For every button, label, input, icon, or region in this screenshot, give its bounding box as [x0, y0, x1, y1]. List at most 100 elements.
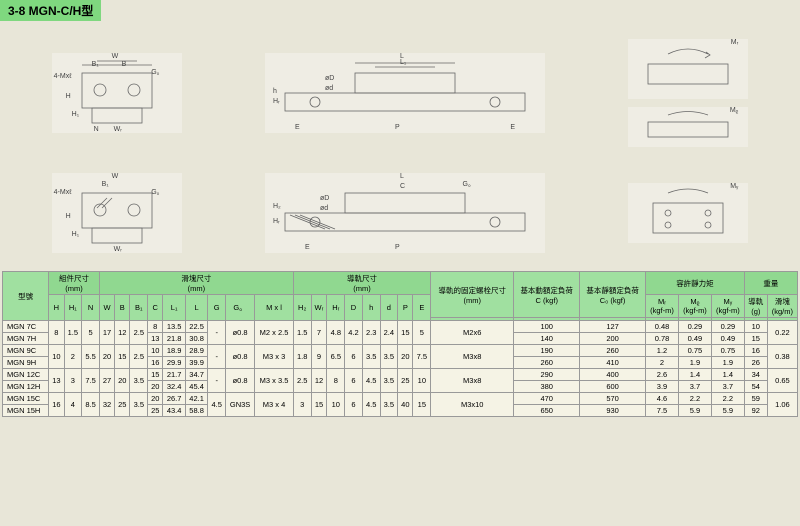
- cell: 4.5: [208, 393, 226, 417]
- cell-MP: 1.4: [678, 369, 711, 381]
- th-B: B: [115, 295, 130, 321]
- cell-blockW: 0.65: [767, 369, 797, 393]
- cell: 3.5: [362, 345, 380, 369]
- cell: 21.8: [163, 333, 185, 345]
- dim-B1: B₁: [92, 61, 99, 68]
- cell: 1.5: [64, 321, 82, 345]
- dim-P: P: [395, 124, 400, 131]
- th-L: L: [185, 295, 207, 321]
- cell: M3 x 4: [255, 393, 294, 417]
- cell-MP: 1.9: [678, 357, 711, 369]
- table-row: MGN 12C1337.527203.51521.734.7-ø0.8M3 x …: [3, 369, 798, 381]
- th-W: W: [99, 295, 114, 321]
- cross-section-diagram-2: W B₁ G。 4-Mxℓ H H₁ Wᵣ: [52, 173, 182, 253]
- th-E: E: [413, 295, 431, 321]
- cell-model: MGN 7C: [3, 321, 49, 333]
- th-model: 型號: [3, 272, 49, 321]
- dim-G2: G。: [151, 187, 163, 197]
- th-B1: B₁: [130, 295, 148, 321]
- cell: ø0.8: [226, 321, 255, 345]
- dim-WR: Wᵣ: [114, 126, 122, 133]
- table-body: MGN 7C81.5517122.5813.522.5-ø0.8M2 x 2.5…: [3, 321, 798, 417]
- cell: 13: [148, 333, 163, 345]
- cell-model: MGN 12C: [3, 369, 49, 381]
- th-L1: L₁: [163, 295, 185, 321]
- th-d: d: [380, 295, 398, 321]
- cell: 13.5: [163, 321, 185, 333]
- cell-C0: 410: [580, 357, 646, 369]
- cell: -: [208, 369, 226, 393]
- cell: 8: [148, 321, 163, 333]
- cell: 2.5: [293, 369, 311, 393]
- cell: M3 x 3: [255, 345, 294, 369]
- cell: 8: [49, 321, 64, 345]
- dim-oD2: øD: [320, 195, 329, 202]
- moment-diagram-MP: Mᵨ: [628, 107, 748, 147]
- cell-railW: 59: [744, 393, 767, 405]
- th-moment: 容許靜力矩: [646, 272, 745, 295]
- cell: 15: [311, 393, 327, 417]
- cell: 4.5: [362, 393, 380, 417]
- cell: 6: [345, 393, 363, 417]
- th-MY: Mᵧ(kgf-m): [711, 295, 744, 318]
- cell: 25: [115, 393, 130, 417]
- dim-HR: Hᵣ: [273, 98, 280, 105]
- cell-blockW: 0.38: [767, 345, 797, 369]
- th-rail: 導軌尺寸(mm): [293, 272, 430, 295]
- cell: 12: [311, 369, 327, 393]
- diagram-area: W B₁ B G。 4-Mxℓ H H₁ N Wᵣ L L₁ øD ød Hᵣ …: [0, 21, 800, 271]
- dim-W2: W: [112, 173, 119, 180]
- table-row: MGN 15C1648.532253.52026.742.14.5GN3SM3 …: [3, 393, 798, 405]
- cell: 2.3: [362, 321, 380, 345]
- cell: ø0.8: [226, 345, 255, 369]
- cell: 6: [345, 369, 363, 393]
- cell-model: MGN 9H: [3, 357, 49, 369]
- cell-MR: 3.9: [646, 381, 679, 393]
- cell-C0: 570: [580, 393, 646, 405]
- cell-railW: 16: [744, 345, 767, 357]
- th-Mxl: M x l: [255, 295, 294, 321]
- dim-L1: L₁: [400, 59, 406, 66]
- moment-diagram-MR: Mᵣ: [628, 39, 748, 99]
- cell: 27: [99, 369, 114, 393]
- dim-H22: H₂: [273, 203, 281, 210]
- cell-model: MGN 15H: [3, 405, 49, 417]
- cell-C0: 600: [580, 381, 646, 393]
- dim-oD: øD: [325, 75, 334, 82]
- cell: 45.4: [185, 381, 207, 393]
- cell: 40: [398, 393, 413, 417]
- cell-MR: 4.6: [646, 393, 679, 405]
- th-dynamic: 基本動額定負荷C (kgf): [514, 272, 580, 318]
- cell: 9: [311, 345, 327, 369]
- cell: 10: [327, 393, 345, 417]
- cell-C: 650: [514, 405, 580, 417]
- th-H: H: [49, 295, 64, 321]
- dim-E1: E: [295, 124, 300, 131]
- cell: 20: [148, 381, 163, 393]
- cell: 4.2: [345, 321, 363, 345]
- cell-C0: 127: [580, 321, 646, 333]
- dim-holes2: 4-Mxℓ: [54, 189, 72, 196]
- cell: 7.5: [82, 369, 100, 393]
- dim-WR2: Wᵣ: [114, 246, 122, 253]
- dim-MY: Mᵧ: [730, 183, 738, 190]
- cell: 2.4: [380, 321, 398, 345]
- th-H1: H₁: [64, 295, 82, 321]
- cell: 10: [49, 345, 64, 369]
- cell: 3.5: [380, 369, 398, 393]
- cell-bolt: M3x8: [431, 345, 514, 369]
- cell: -: [208, 321, 226, 345]
- cell-C: 470: [514, 393, 580, 405]
- cell: 17: [99, 321, 114, 345]
- cell: 20: [398, 345, 413, 369]
- cell-C: 290: [514, 369, 580, 381]
- cell: 21.7: [163, 369, 185, 381]
- th-N: N: [82, 295, 100, 321]
- cell-MY: 3.7: [711, 381, 744, 393]
- dim-H2b: H: [66, 213, 71, 220]
- cell: 6: [345, 345, 363, 369]
- table-row: MGN 7C81.5517122.5813.522.5-ø0.8M2 x 2.5…: [3, 321, 798, 333]
- cell: M3 x 3.5: [255, 369, 294, 393]
- cell-MP: 0.49: [678, 333, 711, 345]
- cell: 3.5: [130, 369, 148, 393]
